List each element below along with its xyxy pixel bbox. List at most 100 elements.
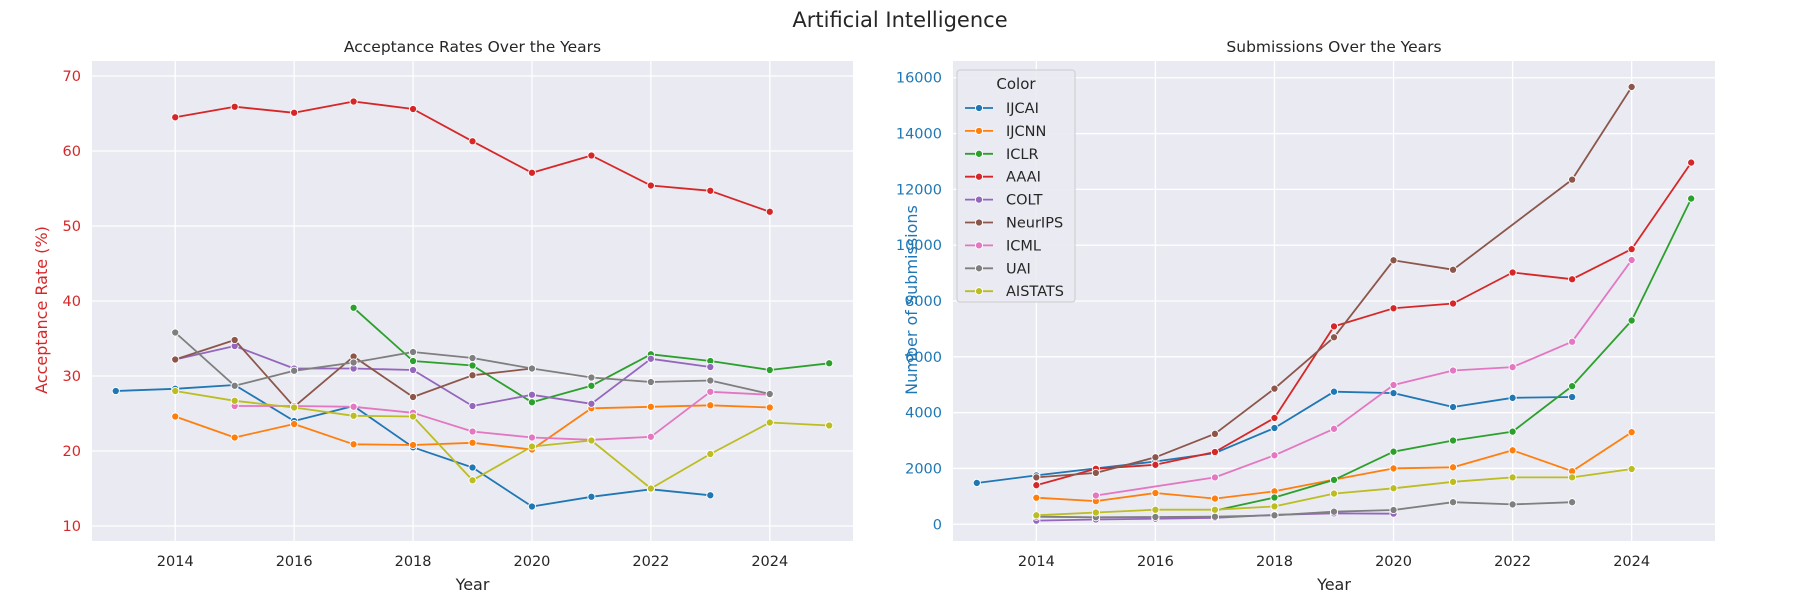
- left-point-aaai: [706, 186, 715, 195]
- right-point-iclr: [1449, 436, 1458, 445]
- right-point-icml: [1508, 363, 1517, 372]
- right-series-aistats: [1032, 464, 1636, 520]
- right-x-tick-label: 2022: [1494, 554, 1531, 570]
- left-point-iclr: [765, 365, 774, 375]
- left-line-aistats: [175, 390, 830, 490]
- right-point-aaai: [1508, 268, 1517, 277]
- right-point-ijcai: [1329, 387, 1339, 396]
- right-point-iclr: [1270, 493, 1279, 502]
- right-point-aaai: [1032, 481, 1041, 490]
- right-point-aistats: [1210, 505, 1219, 514]
- right-y-tick-label: 4000: [905, 406, 942, 422]
- left-point-colt: [646, 354, 655, 363]
- left-x-tick-label: 2018: [395, 554, 432, 570]
- right-x-tick-labels: 2014 2016 2018 2020 2022 2024: [1018, 554, 1650, 570]
- right-y-tick-label: 2000: [905, 461, 942, 477]
- left-point-aistats: [527, 442, 537, 451]
- left-x-tick-label: 2024: [751, 554, 788, 570]
- right-point-aistats: [1449, 477, 1458, 486]
- left-series-group: [111, 97, 834, 511]
- legend-label: ICML: [1006, 238, 1041, 254]
- right-point-neurips: [1627, 82, 1636, 92]
- left-point-iclr: [468, 361, 477, 370]
- right-point-icml: [1389, 380, 1398, 390]
- right-series-icml: [1091, 255, 1636, 500]
- left-point-aaai: [349, 97, 358, 106]
- right-point-ijcai: [1389, 389, 1398, 398]
- right-y-tick-label: 14000: [896, 127, 942, 143]
- left-point-uai: [527, 364, 537, 373]
- legend-swatch-marker: [974, 241, 984, 250]
- legend-label: ICLR: [1006, 147, 1039, 163]
- right-x-tick-label: 2016: [1137, 554, 1174, 570]
- right-point-aaai: [1389, 304, 1398, 313]
- left-point-iclr: [408, 356, 418, 366]
- left-point-aistats: [349, 411, 358, 420]
- left-point-neurips: [171, 355, 180, 364]
- right-point-ijcai: [1270, 423, 1279, 433]
- right-series-neurips: [1032, 82, 1636, 482]
- right-point-iclr: [1627, 316, 1636, 325]
- right-y-tick-label: 16000: [896, 71, 942, 87]
- right-line-neurips: [1036, 86, 1633, 479]
- left-point-ijcnn: [646, 402, 655, 411]
- right-chart: Submissions Over the Years 2014 2016 2018 2…: [896, 38, 1715, 594]
- right-point-ijcai: [1508, 393, 1517, 402]
- left-point-ijcai: [706, 491, 715, 500]
- right-point-uai: [1568, 498, 1577, 507]
- left-point-ijcnn: [290, 419, 299, 429]
- right-point-aistats: [1508, 473, 1517, 482]
- right-point-aaai: [1329, 322, 1339, 331]
- right-x-tick-label: 2018: [1256, 554, 1293, 570]
- left-point-uai: [230, 381, 239, 390]
- left-point-ijcnn: [349, 440, 358, 449]
- legend-label: COLT: [1006, 193, 1043, 209]
- left-point-ijcnn: [706, 401, 715, 410]
- left-point-aaai: [230, 102, 239, 111]
- right-point-ijcnn: [1449, 463, 1458, 472]
- right-point-neurips: [1449, 265, 1458, 274]
- right-point-aaai: [1687, 158, 1696, 167]
- right-point-neurips: [1389, 256, 1398, 265]
- left-y-tick-label: 50: [63, 219, 81, 235]
- left-point-aistats: [468, 476, 477, 485]
- legend-box: [956, 69, 1076, 303]
- right-point-aistats: [1270, 502, 1279, 511]
- left-x-tick-label: 2020: [514, 554, 551, 570]
- right-point-aaai: [1449, 299, 1458, 308]
- left-point-aistats: [408, 412, 418, 421]
- right-series-aaai: [1032, 158, 1696, 490]
- left-point-aaai: [646, 181, 655, 190]
- left-point-colt: [706, 362, 715, 372]
- left-point-uai: [646, 377, 655, 387]
- left-point-aaai: [408, 104, 418, 114]
- right-point-neurips: [1210, 429, 1219, 438]
- left-point-colt: [527, 390, 537, 399]
- right-point-aistats: [1032, 511, 1041, 520]
- right-x-axis-label: Year: [1316, 575, 1351, 594]
- legend-entry-ijcnn: IJCNN: [965, 124, 1046, 140]
- right-point-icml: [1449, 366, 1458, 375]
- legend-label: AAAI: [1006, 170, 1041, 186]
- left-y-tick-label: 70: [63, 69, 81, 85]
- left-point-aaai: [765, 207, 774, 216]
- right-y-tick-label: 8000: [905, 294, 942, 310]
- right-point-neurips: [1151, 453, 1160, 462]
- left-point-aistats: [587, 436, 596, 445]
- legend-swatch-marker: [974, 103, 984, 113]
- left-point-ijcnn: [171, 412, 180, 421]
- left-y-tick-label: 30: [63, 369, 81, 385]
- left-point-aistats: [646, 484, 655, 493]
- left-y-tick-label: 20: [63, 444, 81, 460]
- right-point-iclr: [1508, 427, 1517, 436]
- left-series-aaai: [171, 97, 774, 216]
- right-point-iclr: [1568, 382, 1577, 391]
- left-point-aaai: [468, 137, 477, 146]
- right-point-aaai: [1210, 447, 1219, 457]
- right-point-aaai: [1151, 460, 1160, 469]
- left-line-icml: [234, 390, 770, 441]
- legend-swatch-marker: [974, 172, 984, 181]
- right-y-axis-label: Number of Submissions: [902, 205, 921, 395]
- left-x-tick-label: 2022: [632, 554, 669, 570]
